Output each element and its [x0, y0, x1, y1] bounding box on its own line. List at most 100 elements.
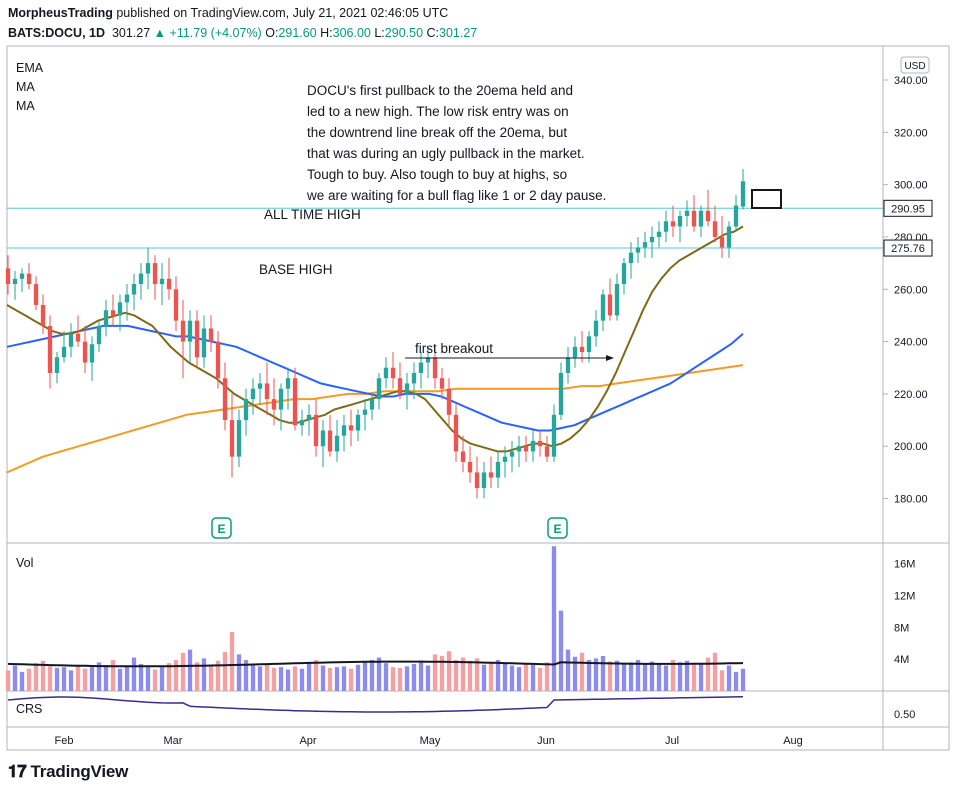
- volume-bar: [285, 669, 291, 691]
- volume-bar: [327, 667, 333, 691]
- published-text: published on TradingView.com, July 21, 2…: [116, 6, 449, 20]
- symbol-label[interactable]: BATS:DOCU, 1D: [8, 26, 105, 40]
- candle-body: [649, 236, 655, 243]
- candle-body: [509, 451, 515, 457]
- note-line-1: DOCU's first pullback to the 20ema held …: [307, 83, 573, 98]
- candle-body: [418, 362, 424, 373]
- candle-body: [299, 420, 305, 426]
- candle-body: [348, 425, 354, 431]
- candle-body: [327, 430, 333, 452]
- volume-bar: [243, 659, 249, 691]
- volume-bar: [614, 660, 620, 691]
- publish-info: MorpheusTrading published on TradingView…: [8, 6, 448, 20]
- volume-bar: [208, 664, 214, 691]
- earnings-marker-march[interactable]: E: [211, 517, 232, 539]
- candle-body: [19, 273, 25, 279]
- volume-bar: [369, 659, 375, 691]
- price-tick-label: 300.00: [894, 180, 928, 192]
- candle-body: [257, 383, 263, 389]
- candle-body: [670, 221, 676, 227]
- first-breakout-label[interactable]: first breakout: [415, 341, 493, 356]
- volume-bar: [236, 654, 242, 691]
- price-tick-label: 200.00: [894, 441, 928, 453]
- ma50-line: [6, 324, 744, 432]
- time-tick-label: Jun: [537, 735, 555, 747]
- volume-bar: [201, 658, 207, 691]
- volume-bar: [663, 665, 669, 691]
- candle-body: [40, 304, 46, 326]
- volume-tick-label: 8M: [894, 622, 909, 634]
- candle-body: [593, 320, 599, 337]
- annotation-note[interactable]: DOCU's first pullback to the 20ema held …: [306, 83, 606, 203]
- price-tick-label: 220.00: [894, 389, 928, 401]
- volume-bar: [397, 667, 403, 691]
- note-line-3: the downtrend line break off the 20ema, …: [307, 125, 567, 140]
- candle-body: [488, 472, 494, 478]
- price-line-label-box: [883, 199, 933, 217]
- candle-body: [229, 420, 235, 457]
- volume-bar: [82, 668, 88, 691]
- tradingview-logo[interactable]: 𝟏𝟕 TradingView: [8, 762, 128, 782]
- legend-ma-2[interactable]: MA: [16, 99, 35, 113]
- volume-bar: [523, 663, 529, 691]
- candle-body: [306, 414, 312, 421]
- volume-bar: [551, 546, 557, 691]
- legend-ma-1[interactable]: MA: [16, 80, 35, 94]
- volume-bar: [537, 667, 543, 691]
- last-price: 301.27: [111, 26, 151, 40]
- volume-bar: [488, 662, 494, 691]
- candle-body: [138, 273, 144, 285]
- note-line-4: that was during an ugly pullback in the …: [307, 146, 585, 161]
- candle-body: [264, 383, 270, 400]
- candle-body: [677, 216, 683, 227]
- volume-bar: [299, 668, 305, 691]
- highlight-rectangle[interactable]: [751, 189, 782, 209]
- volume-axis: 16M 12M 8M 4M 0.50: [894, 559, 915, 721]
- candle-body: [215, 341, 221, 379]
- candle-body: [117, 302, 123, 316]
- legend-volume[interactable]: Vol: [16, 556, 33, 570]
- candle-body: [124, 294, 130, 303]
- price-axis[interactable]: 340.00320.00300.00280.00260.00240.00220.…: [883, 75, 928, 506]
- candle-body: [341, 425, 347, 436]
- currency-badge[interactable]: [900, 56, 930, 74]
- candle-body: [579, 346, 585, 353]
- candle-body: [33, 284, 39, 305]
- volume-bar: [628, 662, 634, 691]
- ma50-path: [6, 324, 744, 432]
- author-name[interactable]: MorpheusTrading: [8, 6, 113, 20]
- candle-body: [733, 205, 739, 227]
- candle-body: [572, 346, 578, 358]
- volume-bar: [152, 669, 158, 691]
- volume-tick-label: 12M: [894, 591, 915, 603]
- crs-path: [7, 696, 744, 713]
- candle-body: [362, 409, 368, 415]
- legend-crs[interactable]: CRS: [16, 702, 42, 716]
- candle-body: [740, 181, 746, 207]
- horizontal-lines: [7, 207, 883, 249]
- volume-bar: [677, 662, 683, 691]
- volume-bar: [180, 652, 186, 691]
- volume-bar: [530, 664, 536, 691]
- all-time-high-label[interactable]: ALL TIME HIGH: [264, 207, 361, 222]
- earnings-marker-june[interactable]: E: [547, 517, 568, 539]
- volume-bar: [446, 651, 452, 691]
- candle-body: [131, 284, 137, 295]
- candle-body: [600, 294, 606, 321]
- ema20-line: [6, 225, 744, 453]
- candle-body: [355, 414, 361, 431]
- legend-ema[interactable]: EMA: [16, 61, 44, 75]
- candle-body: [236, 420, 242, 457]
- low-label: L:: [374, 26, 385, 40]
- base-high-label[interactable]: BASE HIGH: [259, 262, 333, 277]
- volume-bar: [194, 662, 200, 691]
- close-label: C:: [426, 26, 440, 40]
- candle-body: [523, 446, 529, 452]
- time-axis[interactable]: Feb Mar Apr May Jun Jul Aug: [55, 735, 803, 747]
- volume-bar: [320, 665, 326, 691]
- volume-bar: [460, 657, 466, 691]
- crs-line: [7, 696, 744, 713]
- candle-body: [453, 414, 459, 452]
- breakout-arrow-head-icon: [606, 355, 614, 361]
